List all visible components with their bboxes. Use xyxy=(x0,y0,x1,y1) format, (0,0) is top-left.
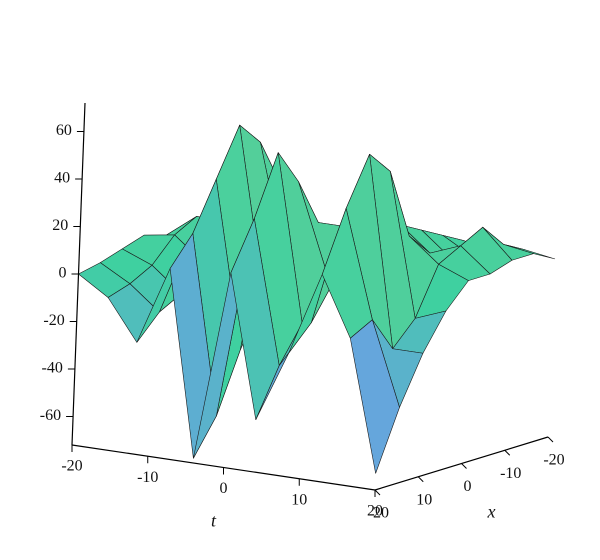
surface-patch xyxy=(349,319,400,474)
z-tick-label: 0 xyxy=(59,265,67,282)
x-tick xyxy=(504,449,511,456)
x-tick-label: 10 xyxy=(416,491,432,508)
x-tick xyxy=(417,476,424,483)
x-tick-label: 20 xyxy=(373,505,389,522)
t-tick-label: -10 xyxy=(137,469,158,486)
axes: -60 -40 -20 0 20 40 60 -20 -10 0 10 20 t 20 10 0 -10 -20 x xyxy=(40,102,565,531)
z-tick-label: -40 xyxy=(42,360,63,377)
surface xyxy=(78,124,556,474)
z-tick-label: -60 xyxy=(40,407,61,424)
t-tick-label: -20 xyxy=(61,458,82,475)
x-tick xyxy=(547,436,554,443)
x-tick xyxy=(374,489,381,496)
t-tick-label: 0 xyxy=(220,480,228,497)
t-tick-label: 20 xyxy=(367,503,383,520)
z-tick-label: 40 xyxy=(54,170,70,187)
x-tick-label: 0 xyxy=(464,478,472,495)
x-axis-label: x xyxy=(487,502,496,522)
x-tick-label: -10 xyxy=(500,465,521,482)
z-tick-label: 20 xyxy=(52,217,68,234)
x-tick-label: -20 xyxy=(543,452,564,469)
x-tick xyxy=(461,463,467,469)
z-tick-label: 60 xyxy=(56,122,72,139)
z-tick-label: -20 xyxy=(43,312,64,329)
t-axis-label: t xyxy=(211,511,217,531)
t-tick-label: 10 xyxy=(291,491,307,508)
